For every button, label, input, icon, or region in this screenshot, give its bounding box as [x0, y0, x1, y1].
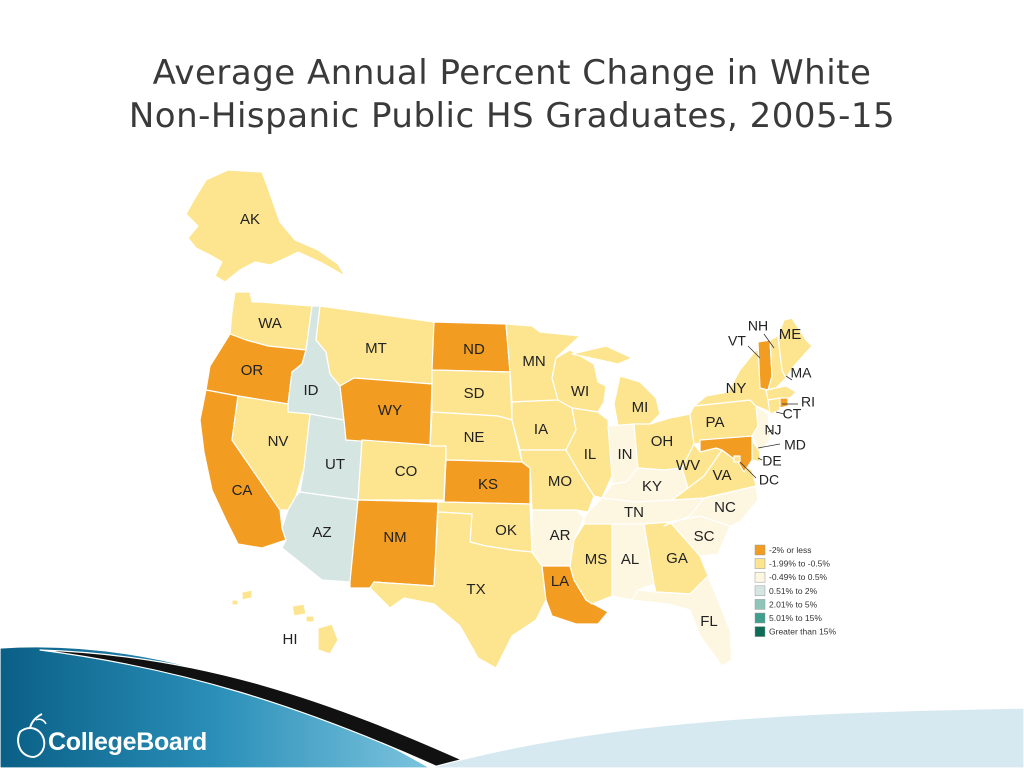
state-label-va: VA [713, 467, 732, 484]
legend-label: 5.01% to 15% [769, 613, 822, 623]
footer-swoosh [0, 646, 1024, 768]
slide-title: Average Annual Percent Change in White N… [0, 52, 1024, 138]
state-ct [767, 397, 781, 415]
legend-label: 2.01% to 5% [769, 599, 818, 609]
state-label-ky: KY [642, 478, 662, 495]
collegeboard-logo: CollegeBoard [48, 728, 207, 756]
legend-swatch [754, 571, 766, 583]
legend-swatch [754, 544, 766, 556]
state-label-de: DE [762, 453, 781, 469]
state-label-ms: MS [585, 551, 608, 568]
state-wi [551, 349, 607, 413]
state-label-ca: CA [232, 482, 253, 499]
legend-swatch [754, 599, 766, 610]
state-label-az: AZ [312, 524, 331, 541]
state-mi-lower [613, 375, 661, 427]
state-label-ma: MA [791, 365, 813, 381]
state-me [777, 317, 813, 379]
state-hi-island [291, 603, 307, 617]
state-label-ne: NE [464, 429, 485, 446]
state-label-al: AL [621, 551, 639, 568]
state-label-nd: ND [463, 341, 485, 358]
state-label-ut: UT [325, 456, 345, 473]
state-label-la: LA [551, 573, 569, 590]
state-label-pa: PA [706, 414, 725, 431]
acorn-logo-icon [17, 713, 47, 758]
state-mi [571, 345, 633, 365]
legend-label: -2% or less [769, 545, 812, 555]
legend-swatch [754, 585, 766, 597]
state-label-il: IL [584, 446, 597, 463]
state-fl [631, 575, 733, 667]
state-label-mn: MN [522, 353, 545, 370]
state-label-wv: WV [676, 457, 700, 474]
state-nv [231, 395, 311, 511]
title-line-1: Average Annual Percent Change in White [152, 53, 872, 93]
state-label-ok: OK [495, 522, 517, 539]
legend-label: -1.99% to -0.5% [769, 559, 830, 569]
state-label-nm: NM [383, 529, 406, 546]
state-label-vt: VT [728, 333, 746, 349]
state-hi-island [241, 589, 253, 601]
state-label-tx: TX [466, 581, 485, 598]
title-line-2: Non-Hispanic Public HS Graduates, 2005-1… [128, 96, 896, 136]
state-label-tn: TN [624, 504, 644, 521]
state-label-fl: FL [700, 613, 718, 630]
state-label-mt: MT [365, 340, 387, 357]
state-label-ny: NY [726, 380, 747, 397]
state-label-nh: NH [748, 318, 768, 334]
state-label-in: IN [618, 446, 633, 463]
state-label-nc: NC [714, 499, 736, 516]
legend-swatch [754, 558, 766, 569]
state-labels: AK HI WA OR CA ID NV UT AZ MT WY CO NM ND SD NE KS OK TX MN… [232, 211, 815, 648]
state-label-ga: GA [666, 550, 688, 567]
state-shapes [185, 169, 813, 669]
state-label-or: OR [241, 362, 264, 379]
map-legend: -2% or less -1.99% to -0.5% -0.49% to 0.5%… [754, 544, 837, 637]
state-ri [779, 397, 789, 409]
legend-swatch [754, 612, 766, 624]
state-label-wi: WI [571, 383, 589, 400]
state-label-sd: SD [464, 385, 485, 402]
state-label-nv: NV [268, 433, 289, 450]
state-ks [443, 459, 531, 505]
state-label-wa: WA [258, 315, 282, 332]
state-label-ri: RI [801, 394, 815, 410]
state-ak [185, 169, 346, 283]
state-label-mi: MI [632, 399, 649, 416]
state-label-sc: SC [694, 528, 715, 545]
state-label-dc: DC [759, 472, 779, 488]
state-hi [317, 623, 339, 655]
state-label-id: ID [304, 382, 319, 399]
state-nc [663, 485, 759, 527]
state-label-oh: OH [651, 433, 674, 450]
legend-label: 0.51% to 2% [769, 586, 818, 596]
legend-swatch [754, 626, 766, 637]
state-label-co: CO [395, 463, 418, 480]
state-label-ks: KS [478, 476, 498, 493]
state-label-me: ME [779, 326, 802, 343]
state-label-ct: CT [783, 406, 802, 422]
state-label-ia: IA [534, 421, 548, 438]
state-il [565, 407, 613, 499]
state-dc [733, 455, 741, 463]
state-hi-island [231, 599, 239, 606]
legend-label: Greater than 15% [769, 627, 837, 637]
state-ma [765, 385, 797, 401]
state-label-nj: NJ [764, 422, 781, 438]
state-hi-island [305, 615, 315, 623]
state-label-mo: MO [548, 473, 572, 490]
state-label-wy: WY [378, 402, 402, 419]
legend-label: -0.49% to 0.5% [769, 572, 828, 582]
state-label-ar: AR [550, 527, 571, 544]
state-label-hi: HI [283, 631, 298, 648]
label-leader-lines [739, 333, 798, 479]
state-label-ak: AK [240, 211, 260, 228]
state-tx [369, 511, 547, 669]
state-label-md: MD [784, 437, 806, 453]
